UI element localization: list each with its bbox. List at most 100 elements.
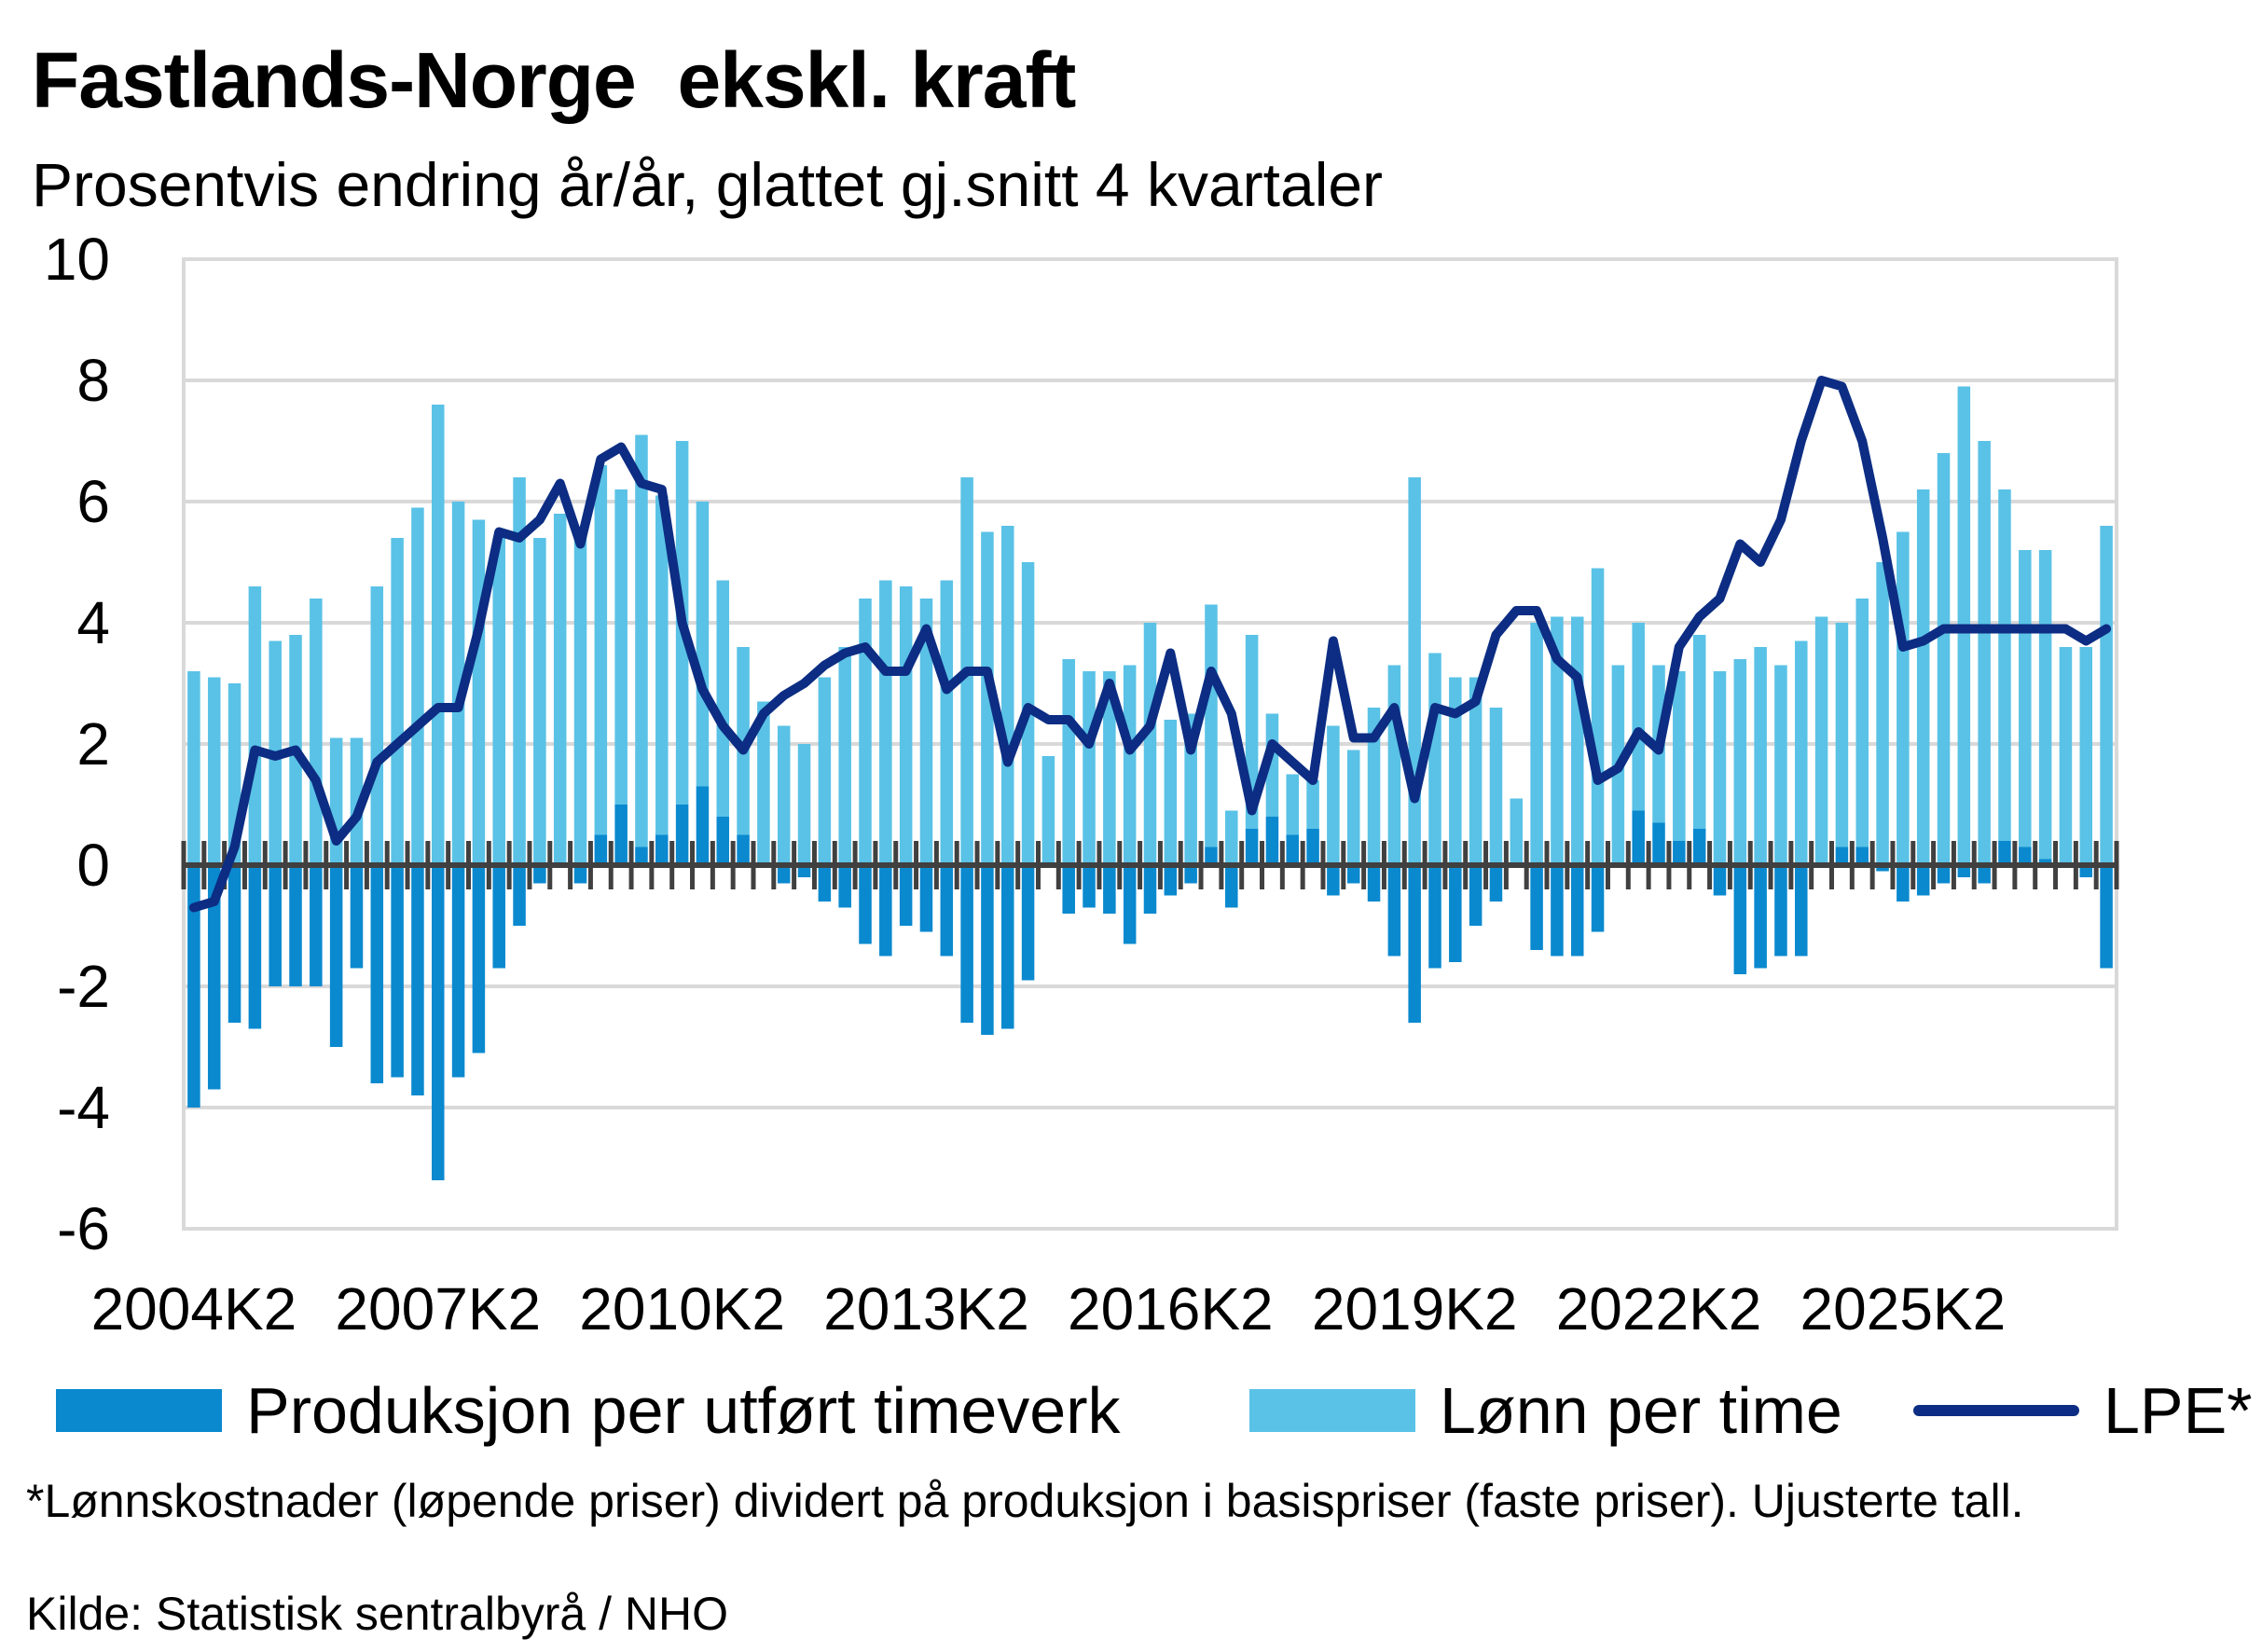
bar-lonn: [919, 599, 933, 865]
bar-produksjon: [1692, 829, 1706, 865]
zero-axis: [181, 841, 2119, 889]
bar-produksjon: [919, 865, 933, 932]
bar-lonn: [1205, 604, 1218, 847]
y-tick-label: 8: [76, 347, 110, 414]
bar-lonn: [716, 580, 730, 817]
lpe-line-group: [188, 376, 2112, 913]
bar-lonn: [1916, 489, 1930, 865]
bar-produksjon: [2038, 859, 2052, 865]
bar-produksjon: [1774, 865, 1787, 957]
bar-produksjon: [1733, 865, 1747, 974]
bar-produksjon: [513, 865, 526, 926]
bar-produksjon: [1978, 865, 1991, 884]
bar-lonn: [1530, 623, 1543, 865]
bar-produksjon: [269, 865, 282, 986]
bar-lonn: [1510, 798, 1524, 865]
legend-item-lpe: LPE*: [1913, 1369, 2253, 1452]
bar-produksjon: [1387, 865, 1401, 957]
bar-lonn: [1000, 526, 1014, 865]
y-tick-label: -2: [57, 953, 110, 1020]
bar-lonn: [573, 531, 587, 865]
bar-produksjon: [1143, 865, 1157, 914]
bar-produksjon: [1225, 865, 1238, 908]
y-tick-label: 4: [76, 589, 110, 656]
bar-produksjon: [2019, 847, 2032, 865]
bar-produksjon: [207, 865, 221, 1090]
bar-produksjon: [1286, 834, 1300, 865]
bar-produksjon: [737, 834, 750, 865]
bar-produksjon: [777, 865, 791, 884]
bar-lonn: [981, 531, 994, 865]
bar-produksjon: [289, 865, 302, 986]
bar-lonn: [1428, 653, 1441, 865]
bar-lonn: [2079, 647, 2093, 865]
bar-lonn: [1408, 477, 1421, 865]
bar-produksjon: [228, 865, 241, 1023]
bar-lonn: [594, 465, 608, 835]
y-tick-label: -4: [57, 1074, 110, 1141]
bar-lonn: [1327, 725, 1340, 865]
bar-lonn: [492, 538, 505, 865]
bar-lonn: [655, 495, 669, 835]
bar-produksjon: [472, 865, 486, 1053]
bar-lonn: [248, 586, 262, 865]
bar-lonn: [1103, 671, 1116, 865]
bar-lonn: [1164, 720, 1178, 865]
x-tick-label: 2025K2: [1800, 1275, 2007, 1342]
y-tick-label: 6: [76, 468, 110, 535]
bar-produksjon: [899, 865, 913, 926]
bar-lonn: [207, 677, 221, 865]
bar-produksjon: [940, 865, 954, 957]
x-tick-label: 2013K2: [823, 1275, 1029, 1342]
bar-lonn: [1346, 750, 1360, 865]
y-tick-label: 2: [76, 710, 110, 778]
bar-produksjon: [533, 865, 546, 884]
bar-lonn: [2038, 550, 2052, 860]
bar-produksjon: [1896, 865, 1910, 902]
bar-lonn: [1041, 756, 1055, 865]
bar-produksjon: [1449, 865, 1462, 962]
bar-lonn: [533, 538, 546, 865]
legend-item-lonn: Lønn per time: [1249, 1369, 1842, 1452]
bar-produksjon: [1876, 865, 1889, 872]
bar-produksjon: [329, 865, 343, 1047]
legend-label-produksjon: Produksjon per utført timeverk: [246, 1374, 1121, 1447]
bar-produksjon: [1652, 822, 1665, 865]
bar-produksjon: [797, 865, 811, 877]
bar-lonn: [472, 519, 486, 865]
bar-produksjon: [838, 865, 851, 908]
bar-lonn: [329, 737, 343, 865]
bar-lonn: [940, 580, 954, 865]
bar-lonn: [431, 405, 445, 865]
bar-lonn: [797, 744, 811, 865]
legend-label-lonn: Lønn per time: [1440, 1374, 1842, 1447]
bar-lonn: [696, 502, 710, 787]
bar-lonn: [1062, 659, 1075, 865]
bar-produksjon: [696, 786, 710, 865]
x-tick-label: 2022K2: [1556, 1275, 1762, 1342]
legend-swatch-lpe: [1913, 1405, 2079, 1416]
bar-lonn: [777, 725, 791, 865]
bar-produksjon: [1000, 865, 1014, 1029]
bar-produksjon: [614, 805, 628, 865]
bar-lonn: [838, 647, 851, 865]
bar-produksjon: [391, 865, 404, 1078]
bar-lonn: [1978, 441, 1991, 865]
bar-lonn: [2059, 647, 2073, 865]
bar-produksjon: [1957, 865, 1971, 877]
bar-lonn: [1367, 708, 1381, 865]
bar-lonn: [1855, 599, 1869, 847]
bar-produksjon: [1103, 865, 1116, 914]
bar-lonn: [1937, 453, 1951, 865]
bar-produksjon: [573, 865, 587, 884]
bar-produksjon: [350, 865, 364, 969]
bar-produksjon: [960, 865, 973, 1023]
bar-lonn: [859, 599, 872, 865]
y-axis-ticks: -6 -4 -2 0 2 4 6 8 10: [44, 226, 110, 1262]
bar-lonn: [1632, 623, 1645, 811]
bar-produksjon: [411, 865, 424, 1095]
bar-produksjon: [655, 834, 669, 865]
bar-produksjon: [370, 865, 384, 1083]
x-tick-label: 2016K2: [1068, 1275, 1274, 1342]
